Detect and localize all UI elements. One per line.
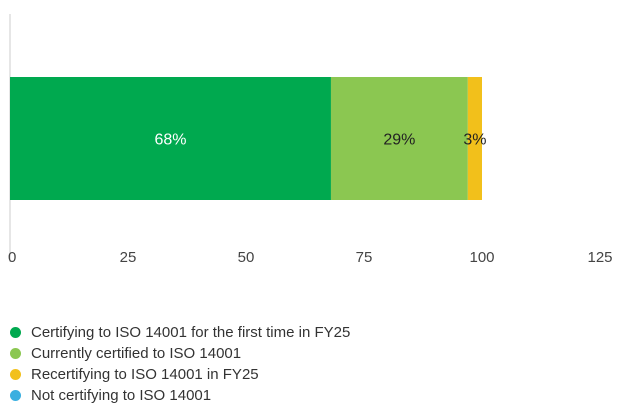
- bar-labels: 68% 29% 3%: [154, 132, 486, 149]
- bar-segment-1: [10, 77, 331, 200]
- bars: [10, 77, 482, 200]
- bar-segment-2: [330, 77, 468, 200]
- x-tick-label: 25: [120, 249, 137, 266]
- legend-dot-icon: [10, 390, 21, 401]
- legend-item-3: Recertifying to ISO 14001 in FY25: [10, 364, 350, 385]
- legend-item-2: Currently certified to ISO 14001: [10, 343, 350, 364]
- legend-label: Currently certified to ISO 14001: [31, 345, 242, 362]
- bar-segment-3: [467, 77, 482, 200]
- legend-label: Certifying to ISO 14001 for the first ti…: [31, 324, 351, 341]
- bar-data-label-3: 3%: [463, 132, 486, 149]
- legend-item-1: Certifying to ISO 14001 for the first ti…: [10, 322, 350, 343]
- legend-item-4: Not certifying to ISO 14001: [10, 385, 350, 406]
- stacked-bar-chart: 68% 29% 3% 0 25 50 75 100 125: [8, 14, 613, 266]
- legend-dot-icon: [10, 327, 21, 338]
- x-axis-tick-labels: 0 25 50 75 100 125: [8, 249, 613, 266]
- bar-data-label-1: 68%: [154, 132, 186, 149]
- legend-label: Recertifying to ISO 14001 in FY25: [31, 366, 259, 383]
- x-tick-label: 75: [356, 249, 373, 266]
- x-tick-label: 125: [587, 249, 612, 266]
- x-tick-label: 100: [469, 249, 494, 266]
- bar-data-label-2: 29%: [383, 132, 415, 149]
- x-tick-label: 0: [8, 249, 16, 266]
- x-tick-label: 50: [238, 249, 255, 266]
- legend-label: Not certifying to ISO 14001: [31, 387, 212, 404]
- legend-dot-icon: [10, 369, 21, 380]
- legend-dot-icon: [10, 348, 21, 359]
- legend: Certifying to ISO 14001 for the first ti…: [10, 322, 350, 406]
